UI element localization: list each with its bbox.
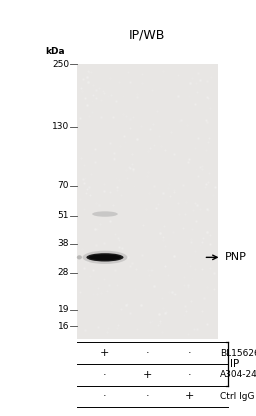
Text: +: + [100,348,110,358]
Ellipse shape [86,253,123,262]
Text: ·: · [145,391,149,401]
Text: IP: IP [230,359,240,369]
Text: 19: 19 [58,305,69,314]
Text: Ctrl IgG: Ctrl IgG [220,392,255,401]
Text: 250: 250 [52,60,69,69]
Text: A304-240A: A304-240A [220,370,256,379]
Bar [77,64,218,339]
Ellipse shape [77,255,82,260]
Text: ·: · [188,370,191,380]
Text: +: + [185,391,194,401]
Text: 51: 51 [58,211,69,220]
Text: kDa: kDa [46,47,65,56]
Text: ·: · [145,348,149,358]
Text: BL15626: BL15626 [220,349,256,358]
Text: ·: · [188,348,191,358]
Text: 16: 16 [58,322,69,331]
Text: ·: · [103,370,107,380]
Text: 70: 70 [58,181,69,190]
Text: PNP: PNP [225,253,247,262]
Ellipse shape [89,255,121,260]
Text: ·: · [103,391,107,401]
Text: IP/WB: IP/WB [129,29,165,42]
Text: 28: 28 [58,268,69,277]
Text: +: + [143,370,152,380]
Text: 130: 130 [52,122,69,131]
Text: 38: 38 [58,240,69,248]
Ellipse shape [82,251,127,264]
Ellipse shape [92,211,118,217]
